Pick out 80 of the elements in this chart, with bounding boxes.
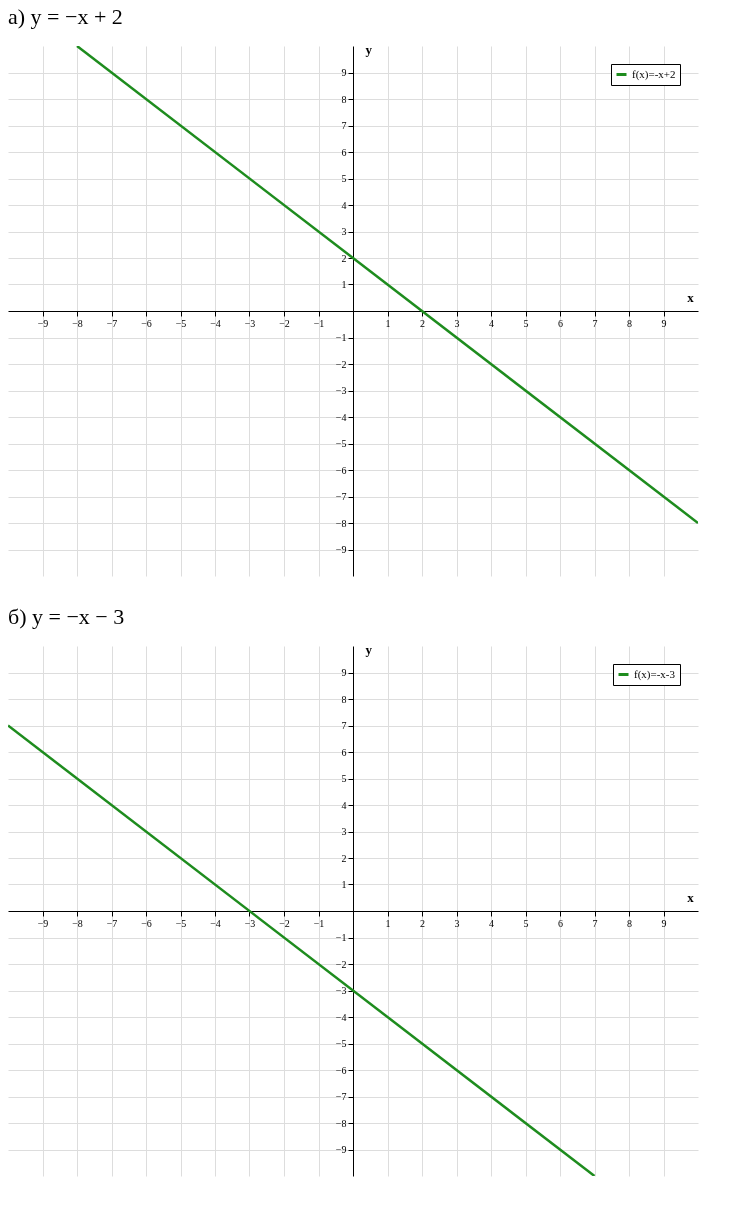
x-tick-label: 9	[661, 317, 667, 329]
y-tick-label: 2	[341, 252, 347, 264]
x-tick-label: −4	[210, 917, 221, 929]
y-tick-label: 8	[341, 693, 347, 705]
x-tick-label: 5	[523, 917, 529, 929]
y-tick-label: 7	[341, 720, 347, 731]
x-tick-label: 2	[420, 317, 425, 329]
x-tick-label: −8	[72, 317, 83, 329]
y-tick-label: −4	[335, 411, 347, 423]
chart-title: б) y = −x − 3	[8, 604, 125, 629]
chart-title: а) y = −x + 2	[8, 4, 123, 29]
y-tick-label: 1	[341, 279, 347, 290]
x-tick-label: −8	[72, 917, 83, 929]
y-tick-label: 8	[341, 93, 347, 105]
y-tick-label: −7	[335, 491, 347, 502]
y-tick-label: −9	[335, 1144, 347, 1155]
x-tick-label: −9	[37, 917, 49, 929]
x-tick-label: 8	[627, 917, 632, 929]
y-tick-label: −8	[335, 517, 347, 529]
y-tick-label: 5	[341, 773, 347, 784]
x-tick-label: −1	[313, 917, 325, 929]
x-tick-label: −9	[37, 317, 49, 329]
x-tick-label: 2	[420, 917, 425, 929]
y-tick-label: −6	[335, 464, 347, 476]
x-tick-label: 4	[489, 917, 494, 929]
y-tick-label: 7	[341, 120, 347, 131]
y-tick-label: 4	[341, 799, 347, 811]
y-tick-label: −7	[335, 1091, 347, 1102]
x-axis-title: x	[687, 289, 695, 305]
x-tick-label: 3	[454, 917, 460, 929]
x-tick-label: 8	[627, 317, 632, 329]
x-tick-label: −1	[313, 317, 325, 329]
x-tick-label: −7	[106, 917, 118, 929]
y-tick-label: −6	[335, 1064, 347, 1076]
y-tick-label: −1	[335, 932, 347, 943]
x-tick-label: 6	[558, 317, 563, 329]
y-tick-label: −5	[335, 1038, 347, 1049]
x-tick-label: −3	[244, 917, 256, 929]
x-tick-label: 1	[385, 317, 391, 329]
x-tick-label: −2	[279, 917, 290, 929]
y-tick-label: −8	[335, 1117, 347, 1129]
legend-label: f(x)=-x+2	[632, 67, 676, 81]
y-tick-label: 3	[341, 226, 347, 237]
y-tick-label: −2	[335, 958, 347, 970]
y-tick-label: 4	[341, 199, 347, 211]
x-tick-label: 9	[661, 917, 667, 929]
x-tick-label: −5	[175, 317, 187, 329]
x-tick-label: −3	[244, 317, 256, 329]
y-tick-label: 9	[341, 667, 347, 678]
legend-label: f(x)=-x-3	[634, 667, 676, 681]
y-tick-label: −9	[335, 544, 347, 555]
y-tick-label: 1	[341, 879, 347, 890]
x-axis-title: x	[687, 889, 695, 905]
x-tick-label: −5	[175, 917, 187, 929]
x-tick-label: −4	[210, 317, 221, 329]
x-tick-label: 7	[592, 917, 598, 929]
y-tick-label: 3	[341, 826, 347, 837]
y-tick-label: 5	[341, 173, 347, 184]
x-tick-label: −6	[141, 917, 152, 929]
y-tick-label: 6	[341, 746, 347, 758]
x-tick-label: 1	[385, 917, 391, 929]
y-tick-label: −4	[335, 1011, 347, 1023]
y-axis-title: y	[365, 41, 373, 57]
x-tick-label: −7	[106, 317, 118, 329]
y-axis-title: y	[365, 641, 373, 657]
y-tick-label: −5	[335, 438, 347, 449]
y-tick-label: −2	[335, 358, 347, 370]
y-tick-label: 6	[341, 146, 347, 158]
x-tick-label: −2	[279, 317, 290, 329]
y-tick-label: 2	[341, 852, 347, 864]
x-tick-label: 5	[523, 317, 529, 329]
x-tick-label: −6	[141, 317, 152, 329]
x-tick-label: 4	[489, 317, 494, 329]
y-tick-label: −1	[335, 332, 347, 343]
x-tick-label: 3	[454, 317, 460, 329]
x-tick-label: 7	[592, 317, 598, 329]
y-tick-label: 9	[341, 67, 347, 78]
y-tick-label: −3	[335, 385, 347, 396]
x-tick-label: 6	[558, 917, 563, 929]
y-tick-label: −3	[335, 985, 347, 996]
